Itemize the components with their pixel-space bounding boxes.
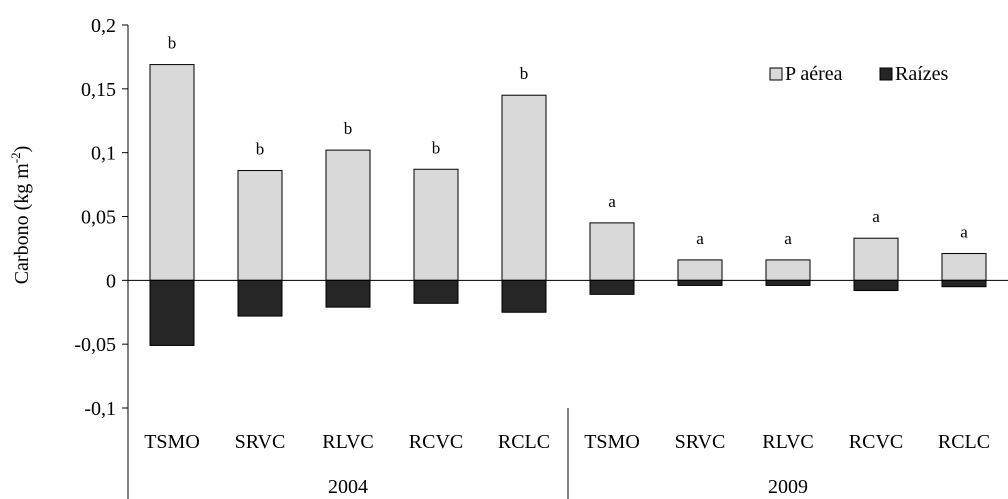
x-tick-label: TSMO [584, 431, 640, 453]
y-axis-label-superscript: -2 [8, 152, 23, 163]
bar-p-aerea [237, 170, 283, 281]
y-tick-label: 0,15 [81, 79, 116, 101]
bar-raizes [413, 279, 459, 304]
x-tick-label: TSMO [144, 431, 200, 453]
bar-p-aerea [941, 253, 987, 281]
bar-p-aerea [325, 149, 371, 281]
y-tick-label: -0,1 [84, 398, 116, 420]
significance-letter: b [168, 34, 177, 53]
bars [149, 64, 987, 346]
svg-text:Carbono (kg m-2): Carbono (kg m-2) [8, 146, 33, 285]
y-axis-label-close: ) [11, 146, 33, 153]
legend-label: Raízes [895, 63, 949, 85]
y-tick-label: 0,2 [91, 15, 116, 37]
bar-raizes [853, 279, 899, 292]
significance-letter: b [344, 119, 353, 138]
x-tick-label: RCLC [938, 431, 990, 453]
significance-letter: a [608, 192, 616, 211]
bar-raizes [325, 279, 371, 308]
bar-p-aerea [413, 168, 459, 281]
significance-letter: b [432, 138, 441, 157]
y-tick-label: 0,05 [81, 207, 116, 229]
y-tick-label: -0,05 [74, 334, 116, 356]
x-tick-label: RCLC [498, 431, 550, 453]
x-tick-label: SRVC [235, 431, 286, 453]
group-label: 2009 [768, 476, 808, 498]
bar-p-aerea [677, 259, 723, 281]
legend-label: P aérea [785, 63, 843, 85]
legend-swatch [769, 67, 783, 81]
significance-letter: a [872, 207, 880, 226]
legend: P aérea Raízes [769, 63, 949, 85]
significance-letter: a [784, 229, 792, 248]
bar-raizes [941, 279, 987, 288]
y-axis-label: Carbono (kg m-2) [8, 146, 33, 285]
significance-letter: a [960, 223, 968, 242]
y-axis: -0,1 -0,05 0 0,05 0,1 0,15 0,2 [74, 15, 129, 420]
bar-raizes [149, 279, 195, 346]
bar-p-aerea [853, 237, 899, 281]
significance-letter: b [256, 140, 265, 159]
bar-raizes [677, 279, 723, 286]
x-axis: TSMO SRVC RLVC RCVC RCLC TSMO SRVC RLVC RCVC RCLC… [127, 279, 1008, 499]
bar-p-aerea [149, 64, 195, 281]
significance-letter: b [520, 64, 529, 83]
x-tick-label: RCVC [849, 431, 903, 453]
y-tick-label: 0 [106, 270, 116, 292]
x-tick-label: RLVC [322, 431, 374, 453]
bar-raizes [765, 279, 811, 286]
x-tick-label: RLVC [762, 431, 814, 453]
bar-raizes [501, 279, 547, 313]
bar-raizes [237, 279, 283, 317]
y-axis-label-main: Carbono (kg m [11, 163, 33, 285]
significance-letters: b b b b b a a a a a [168, 34, 968, 248]
bar-p-aerea [589, 222, 635, 281]
y-tick-label: 0,1 [91, 143, 116, 165]
group-label: 2004 [328, 476, 368, 498]
significance-letter: a [696, 229, 704, 248]
bar-p-aerea [501, 94, 547, 281]
x-tick-label: SRVC [675, 431, 726, 453]
bar-p-aerea [765, 259, 811, 281]
legend-swatch [879, 67, 893, 81]
bar-raizes [589, 279, 635, 295]
x-tick-label: RCVC [409, 431, 463, 453]
